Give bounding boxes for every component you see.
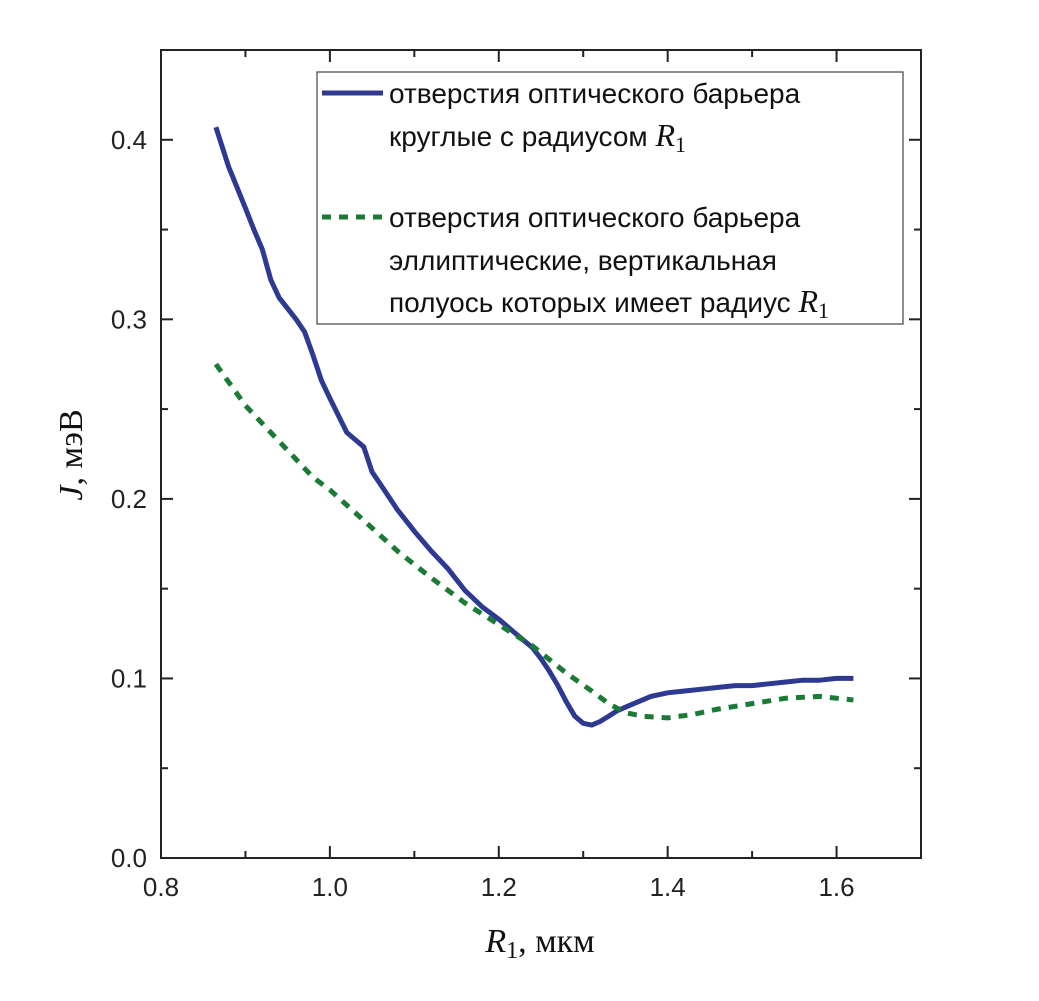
x-axis-sub: 1 [506,938,518,964]
legend-elliptical-line1: отверстия оптического барьера [389,202,801,233]
x-tick-label: 1.0 [312,872,348,902]
legend-circular-var: R [654,117,675,153]
y-tick-label: 0.4 [111,125,147,155]
y-axis-title: J, мэВ [53,409,90,500]
legend-circular-line1: отверстия оптического барьера [389,78,801,109]
legend-elliptical-text: полуось которых имеет радиус [389,287,798,318]
x-tick-label: 0.8 [143,872,179,902]
legend-elliptical-var: R [797,283,818,319]
plot-frame [160,49,922,859]
series-line-elliptical [213,362,854,721]
legend-circular-text: круглые с радиусом [389,121,655,152]
legend-circular-line2: круглые с радиусом R1 [389,117,686,157]
x-axis-title: R1, мкм [484,923,594,964]
y-axis-unit: , мэВ [53,409,90,485]
y-tick-labels: 0.0 0.1 0.2 0.3 0.4 [111,125,147,873]
y-tick-label: 0.1 [111,663,147,693]
series-layer [213,126,854,728]
y-tick-label: 0.3 [111,304,147,334]
legend: отверстия оптического барьера круглые с … [316,71,904,325]
x-tick-label: 1.2 [481,872,517,902]
x-tick-label: 1.6 [818,872,854,902]
y-tick-label: 0.0 [111,843,147,873]
x-axis-var: R [484,923,506,960]
legend-box [316,71,904,325]
legend-elliptical-line3: полуось которых имеет радиус R1 [389,283,829,323]
y-tick-label: 0.2 [111,484,147,514]
legend-elliptical-line2: эллиптические, вертикальная [389,245,777,276]
legend-elliptical-sub: 1 [818,298,829,323]
x-axis-unit: , мкм [518,923,595,960]
x-tick-labels: 0.8 1.0 1.2 1.4 1.6 [143,872,855,902]
legend-circular-sub: 1 [675,132,686,157]
y-axis-var: J [53,484,90,501]
x-tick-label: 1.4 [650,872,686,902]
